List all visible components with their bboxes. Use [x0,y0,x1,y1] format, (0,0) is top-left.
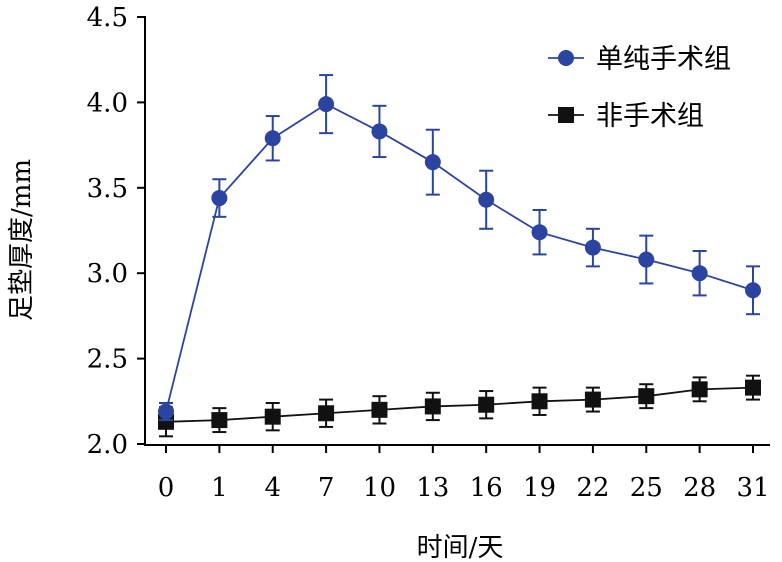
x-tick-label: 28 [683,473,716,503]
data-point [691,265,708,282]
legend-marker [558,107,574,123]
data-point [478,396,495,413]
data-point [745,282,761,299]
data-point [424,398,441,415]
x-tick-label: 0 [158,473,175,503]
data-point [371,123,388,140]
data-point [531,224,548,241]
data-point [478,191,495,208]
data-point [211,412,228,429]
y-tick-label: 2.5 [87,345,128,375]
legend-label: 非手术组 [596,101,704,132]
y-tick-label: 2.0 [87,430,128,460]
data-point [318,96,335,113]
data-point [371,401,388,418]
data-point [264,130,281,147]
data-point [584,239,601,256]
x-tick-label: 16 [470,473,503,503]
x-tick-label: 10 [363,473,396,503]
y-tick-label: 3.5 [87,174,128,204]
y-axis-label: 足垫厚度/mm [7,159,37,321]
data-point [424,154,441,171]
data-point [638,251,655,268]
legend-marker [558,50,574,66]
series-line [165,386,754,423]
x-tick-label: 4 [264,473,281,503]
data-point [318,405,335,422]
x-tick-label: 25 [630,473,663,503]
y-tick-label: 4.0 [87,88,128,118]
x-tick-label: 1 [211,473,228,503]
x-tick-label: 31 [736,473,769,503]
legend-label: 单纯手术组 [596,44,731,75]
data-point [584,391,601,408]
x-tick-label: 13 [416,473,449,503]
series-line [165,103,754,412]
data-point [638,388,655,405]
y-tick-label: 3.0 [87,259,128,289]
y-tick-label: 4.5 [87,3,128,33]
x-tick-label: 22 [576,473,609,503]
data-point [158,403,174,420]
data-point [691,381,708,398]
x-axis-label: 时间/天 [417,533,504,562]
data-point [745,379,761,396]
x-tick-label: 19 [523,473,556,503]
data-point [264,408,281,425]
data-point [211,190,228,207]
data-point [531,393,548,410]
x-tick-label: 7 [318,473,335,503]
